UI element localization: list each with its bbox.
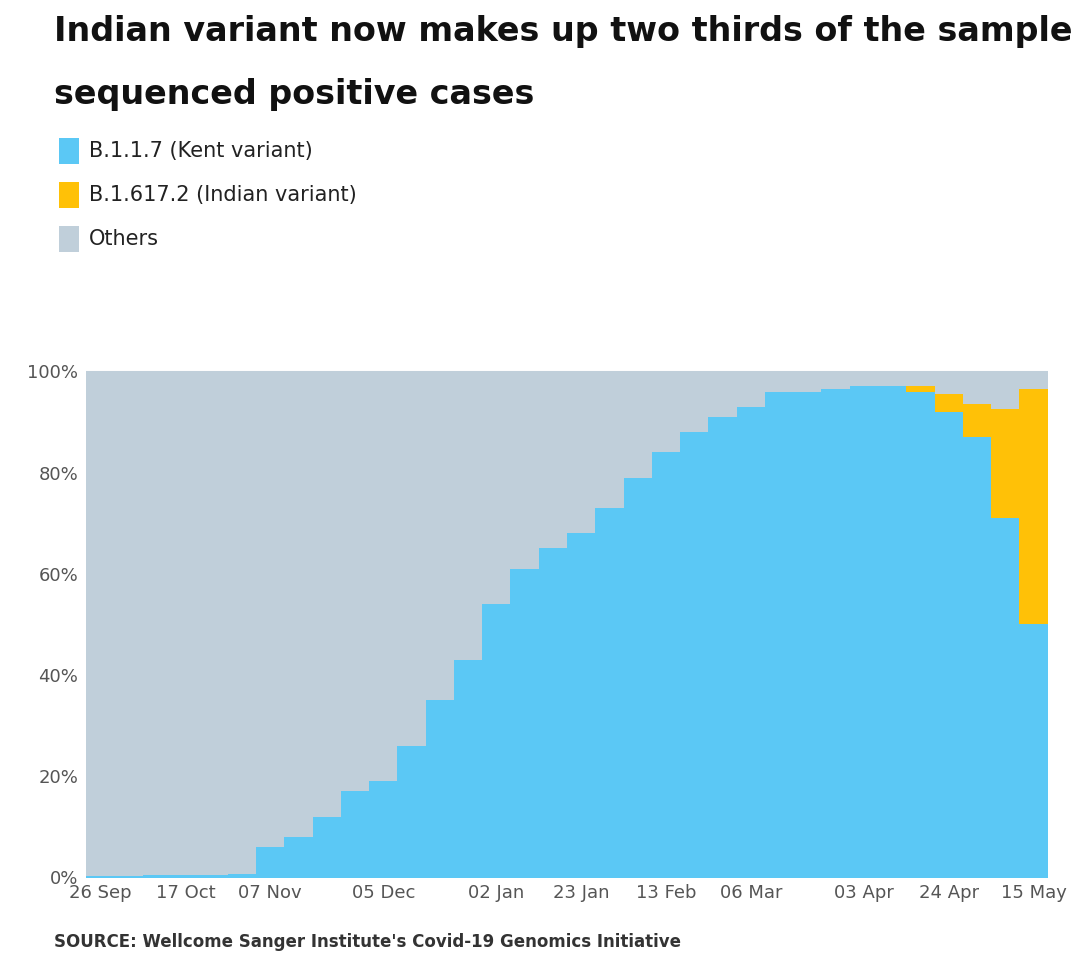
Bar bbox=[284, 837, 312, 878]
Bar bbox=[567, 533, 595, 878]
Bar bbox=[793, 392, 822, 878]
Bar bbox=[114, 371, 143, 876]
Bar bbox=[822, 371, 850, 389]
Bar bbox=[482, 604, 511, 878]
Bar bbox=[962, 405, 991, 437]
Bar bbox=[172, 371, 200, 875]
Bar bbox=[878, 386, 906, 878]
Bar bbox=[86, 371, 114, 877]
Bar bbox=[454, 660, 482, 878]
Text: B.1.1.7 (Kent variant): B.1.1.7 (Kent variant) bbox=[89, 141, 312, 161]
Bar bbox=[511, 568, 539, 878]
Bar bbox=[1020, 389, 1048, 624]
Bar bbox=[1020, 624, 1048, 878]
Bar bbox=[86, 877, 114, 878]
Bar bbox=[991, 371, 1020, 410]
Bar bbox=[708, 417, 737, 878]
Bar bbox=[595, 508, 623, 878]
Bar bbox=[454, 371, 482, 660]
Bar bbox=[567, 371, 595, 533]
Bar bbox=[256, 371, 284, 847]
Bar bbox=[906, 392, 934, 878]
Bar bbox=[680, 371, 708, 432]
Bar bbox=[426, 700, 454, 878]
Bar bbox=[652, 452, 680, 878]
Bar bbox=[623, 478, 652, 878]
Bar bbox=[906, 371, 934, 386]
Bar bbox=[539, 371, 567, 548]
Bar bbox=[114, 876, 143, 878]
Bar bbox=[312, 371, 341, 817]
Text: Indian variant now makes up two thirds of the sample of: Indian variant now makes up two thirds o… bbox=[54, 15, 1080, 48]
Bar bbox=[595, 371, 623, 508]
Bar bbox=[708, 371, 737, 417]
Bar bbox=[850, 386, 878, 878]
Text: sequenced positive cases: sequenced positive cases bbox=[54, 78, 535, 111]
Bar bbox=[850, 371, 878, 386]
Bar bbox=[482, 371, 511, 604]
Bar bbox=[228, 371, 256, 874]
Bar bbox=[143, 371, 172, 875]
Bar bbox=[539, 548, 567, 878]
Bar bbox=[284, 371, 312, 837]
Bar bbox=[143, 875, 172, 878]
Bar bbox=[991, 410, 1020, 518]
Bar bbox=[934, 411, 962, 878]
Bar bbox=[680, 432, 708, 878]
Text: SOURCE: Wellcome Sanger Institute's Covid-19 Genomics Initiative: SOURCE: Wellcome Sanger Institute's Covi… bbox=[54, 933, 681, 951]
Bar bbox=[934, 394, 962, 411]
Bar bbox=[200, 875, 228, 878]
Bar bbox=[962, 371, 991, 405]
Bar bbox=[652, 371, 680, 452]
Bar bbox=[341, 792, 369, 878]
Bar bbox=[822, 389, 850, 878]
Bar bbox=[793, 371, 822, 392]
Bar bbox=[878, 371, 906, 386]
Bar bbox=[737, 407, 765, 878]
Bar bbox=[369, 371, 397, 781]
Bar bbox=[256, 847, 284, 878]
Bar bbox=[906, 386, 934, 392]
Bar bbox=[426, 371, 454, 700]
Bar bbox=[312, 817, 341, 878]
Text: B.1.617.2 (Indian variant): B.1.617.2 (Indian variant) bbox=[89, 185, 356, 205]
Bar bbox=[765, 371, 793, 392]
Bar bbox=[228, 874, 256, 878]
Bar bbox=[172, 875, 200, 878]
Bar bbox=[1020, 371, 1048, 389]
Bar bbox=[962, 437, 991, 878]
Bar bbox=[765, 392, 793, 878]
Bar bbox=[737, 371, 765, 407]
Bar bbox=[200, 371, 228, 875]
Bar bbox=[991, 518, 1020, 878]
Bar bbox=[623, 371, 652, 478]
Bar bbox=[511, 371, 539, 568]
Bar bbox=[397, 746, 426, 878]
Bar bbox=[369, 781, 397, 878]
Text: Others: Others bbox=[89, 229, 159, 249]
Bar bbox=[934, 371, 962, 394]
Bar bbox=[341, 371, 369, 792]
Bar bbox=[397, 371, 426, 746]
